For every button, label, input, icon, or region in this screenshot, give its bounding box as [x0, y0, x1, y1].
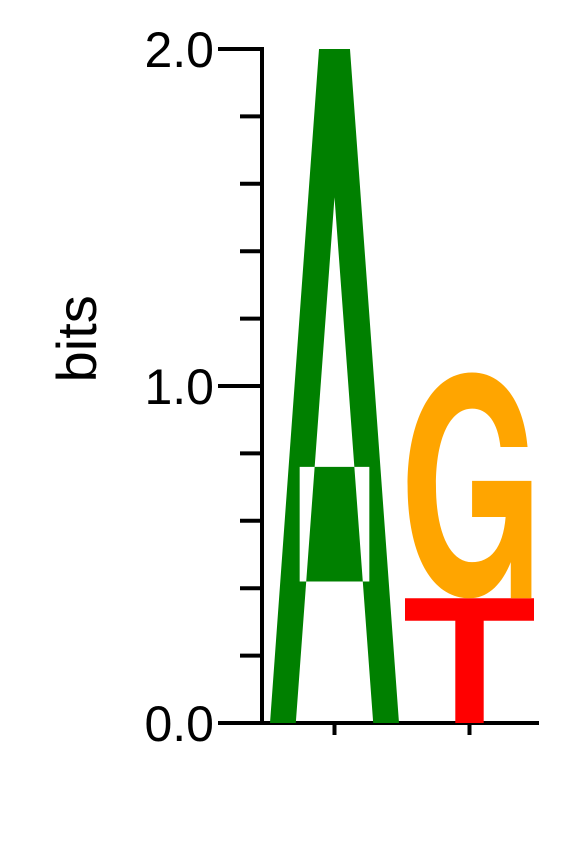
y-ticks: [218, 47, 262, 725]
letter-T-pos2: [405, 598, 534, 723]
y-tick-label-0: 0.0: [144, 696, 214, 752]
letter-A-pos1: [270, 49, 399, 723]
x-axis: [262, 721, 539, 735]
y-axis: 0.0 1.0 2.0 bits: [45, 22, 264, 752]
y-axis-label: bits: [45, 295, 108, 382]
y-tick-label-2: 2.0: [144, 22, 214, 78]
y-tick-label-1: 1.0: [144, 359, 214, 415]
letter-G-pos2: [407, 372, 532, 599]
logo-letters: [270, 49, 534, 723]
x-ticks: [332, 723, 472, 735]
